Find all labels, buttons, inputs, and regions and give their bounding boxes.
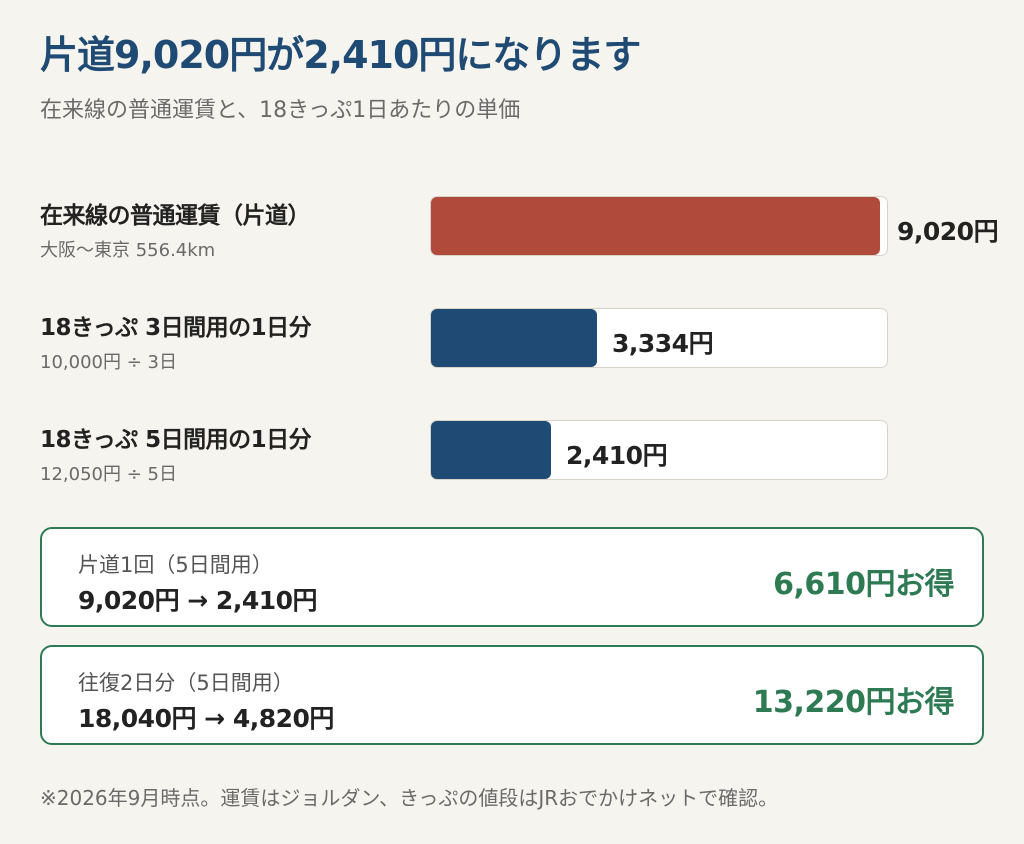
savings-result: 6,610円お得 (773, 567, 954, 602)
bar-label-3day: 18きっぷ 3日間用の1日分 (40, 315, 312, 341)
savings-card-oneway: 片道1回（5日間用） 9,020円 → 2,410円 6,610円お得 (40, 527, 984, 627)
bar-value-3day: 3,334円 (612, 329, 714, 358)
bar-label-fare: 在来線の普通運賃（片道） (40, 203, 311, 229)
bar-label-5day: 18きっぷ 5日間用の1日分 (40, 427, 312, 453)
footnote: ※2026年9月時点。運賃はジョルダン、きっぷの値段はJRおでかけネットで確認。 (40, 786, 779, 810)
savings-label: 片道1回（5日間用） (78, 553, 273, 577)
savings-card-roundtrip: 往復2日分（5日間用） 18,040円 → 4,820円 13,220円お得 (40, 645, 984, 745)
savings-calc: 9,020円 → 2,410円 (78, 586, 318, 615)
bar-fill-fare (431, 197, 880, 255)
bar-track-fare (430, 196, 888, 256)
page-subtitle: 在来線の普通運賃と、18きっぷ1日あたりの単価 (40, 98, 521, 123)
savings-label: 往復2日分（5日間用） (78, 671, 294, 695)
savings-calc: 18,040円 → 4,820円 (78, 704, 334, 733)
savings-result: 13,220円お得 (752, 685, 955, 720)
page-title: 片道9,020円が2,410円になります (40, 33, 641, 77)
bar-fill-5day (431, 421, 551, 479)
bar-track-3day (430, 308, 888, 368)
bar-value-5day: 2,410円 (566, 441, 668, 470)
bar-sublabel-5day: 12,050円 ÷ 5日 (40, 464, 177, 485)
bar-value-fare: 9,020円 (897, 217, 999, 246)
bar-track-5day (430, 420, 888, 480)
bar-sublabel-3day: 10,000円 ÷ 3日 (40, 352, 177, 373)
bar-sublabel-fare: 大阪〜東京 556.4km (40, 240, 216, 261)
bar-fill-3day (431, 309, 597, 367)
